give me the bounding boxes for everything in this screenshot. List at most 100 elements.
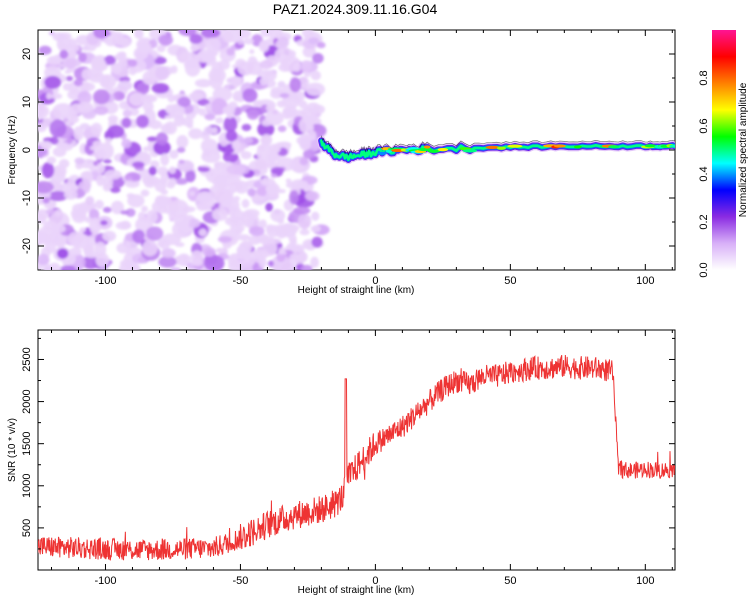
spectrogram-x-tick-label: 50: [504, 275, 516, 287]
noise-blob: [201, 134, 211, 140]
noise-blob: [177, 96, 191, 107]
noise-blob: [189, 33, 203, 44]
noise-blob: [142, 146, 154, 152]
noise-blob: [168, 177, 177, 187]
noise-blob: [270, 238, 282, 245]
noise-blob: [206, 49, 217, 59]
noise-blob: [212, 87, 233, 102]
noise-blob: [128, 92, 146, 107]
noise-blob: [242, 88, 258, 103]
noise-blob: [179, 51, 197, 62]
noise-blob: [276, 252, 286, 263]
noise-blob: [257, 121, 275, 137]
noise-blob: [200, 138, 218, 154]
noise-blob: [284, 142, 291, 151]
noise-blob: [126, 193, 135, 199]
noise-blob: [277, 81, 286, 88]
noise-blob: [146, 209, 158, 224]
noise-blob: [155, 65, 170, 81]
noise-blob: [115, 51, 126, 62]
noise-blob: [201, 150, 221, 163]
snr-data: [38, 354, 675, 561]
noise-blob: [41, 162, 55, 179]
signal-hotspot: [669, 144, 675, 148]
noise-blob: [225, 130, 238, 142]
noise-blob: [270, 255, 291, 270]
noise-blob: [73, 79, 83, 87]
signal-hotspot: [377, 151, 387, 155]
noise-blob: [81, 68, 93, 81]
noise-blob: [256, 143, 273, 163]
noise-blob: [198, 228, 208, 237]
noise-blob: [89, 145, 100, 151]
noise-blob: [110, 200, 125, 215]
noise-blob: [142, 70, 158, 85]
noise-blob: [287, 242, 297, 250]
noise-blob: [175, 177, 188, 185]
noise-blob: [107, 125, 125, 138]
noise-blob: [95, 252, 110, 268]
noise-blob: [121, 138, 132, 149]
spectrogram-x-tick-label: -50: [232, 275, 248, 287]
noise-blob: [180, 255, 190, 261]
signal-ridge-edge: [321, 135, 675, 156]
noise-blob: [188, 191, 195, 197]
signal-hotspot: [507, 144, 523, 148]
noise-blob: [85, 196, 95, 206]
noise-blob: [88, 208, 100, 221]
noise-blob: [148, 166, 157, 176]
noise-blob: [73, 126, 84, 141]
noise-blob: [212, 208, 228, 222]
noise-blob: [200, 30, 221, 38]
noise-blob: [277, 218, 285, 224]
noise-blob: [230, 206, 241, 214]
snr-y-tick-label: 500: [21, 519, 33, 537]
noise-blob: [159, 239, 171, 250]
noise-blob: [267, 260, 274, 267]
noise-blob: [136, 82, 150, 95]
noise-blob: [243, 137, 254, 145]
noise-blob: [169, 149, 179, 159]
noise-blob: [62, 82, 72, 91]
noise-blob: [273, 208, 281, 215]
noise-blob: [117, 80, 133, 91]
noise-blob: [64, 69, 72, 74]
noise-blob: [141, 240, 158, 257]
noise-blob: [141, 175, 160, 185]
spectrogram-x-tick-label: 0: [372, 275, 378, 287]
noise-blob: [164, 114, 174, 120]
spectrogram-y-tick-label: 20: [21, 48, 33, 60]
noise-blob: [62, 57, 82, 68]
noise-blob: [237, 234, 251, 241]
spectrogram-y-tick-label: 10: [21, 96, 33, 108]
noise-blob: [209, 185, 220, 198]
noise-blob: [50, 93, 63, 100]
noise-blob: [66, 43, 80, 53]
noise-blob: [226, 47, 235, 56]
noise-blob: [77, 90, 92, 105]
noise-blob: [275, 39, 288, 50]
noise-blob: [44, 65, 62, 80]
noise-blob: [68, 110, 78, 120]
noise-blob: [93, 89, 110, 105]
noise-blob: [122, 109, 132, 118]
noise-blob: [239, 262, 253, 270]
noise-blob: [115, 221, 132, 230]
noise-blob: [156, 44, 166, 53]
noise-blob: [125, 176, 133, 181]
noise-blob: [228, 254, 236, 261]
noise-blob: [273, 224, 291, 237]
noise-blob: [202, 247, 216, 258]
noise-blob: [104, 31, 112, 37]
spectrogram-x-axis-title: Height of straight line (km): [298, 285, 415, 296]
noise-blob: [222, 106, 233, 115]
noise-blob: [265, 202, 273, 212]
noise-blob: [168, 199, 189, 219]
noise-blob: [65, 75, 74, 82]
noise-blob: [94, 199, 104, 210]
signal-hotspot: [644, 144, 656, 148]
noise-blob: [226, 164, 246, 175]
noise-blob: [125, 208, 136, 217]
noise-blob: [64, 189, 74, 196]
noise-blob: [89, 166, 97, 172]
